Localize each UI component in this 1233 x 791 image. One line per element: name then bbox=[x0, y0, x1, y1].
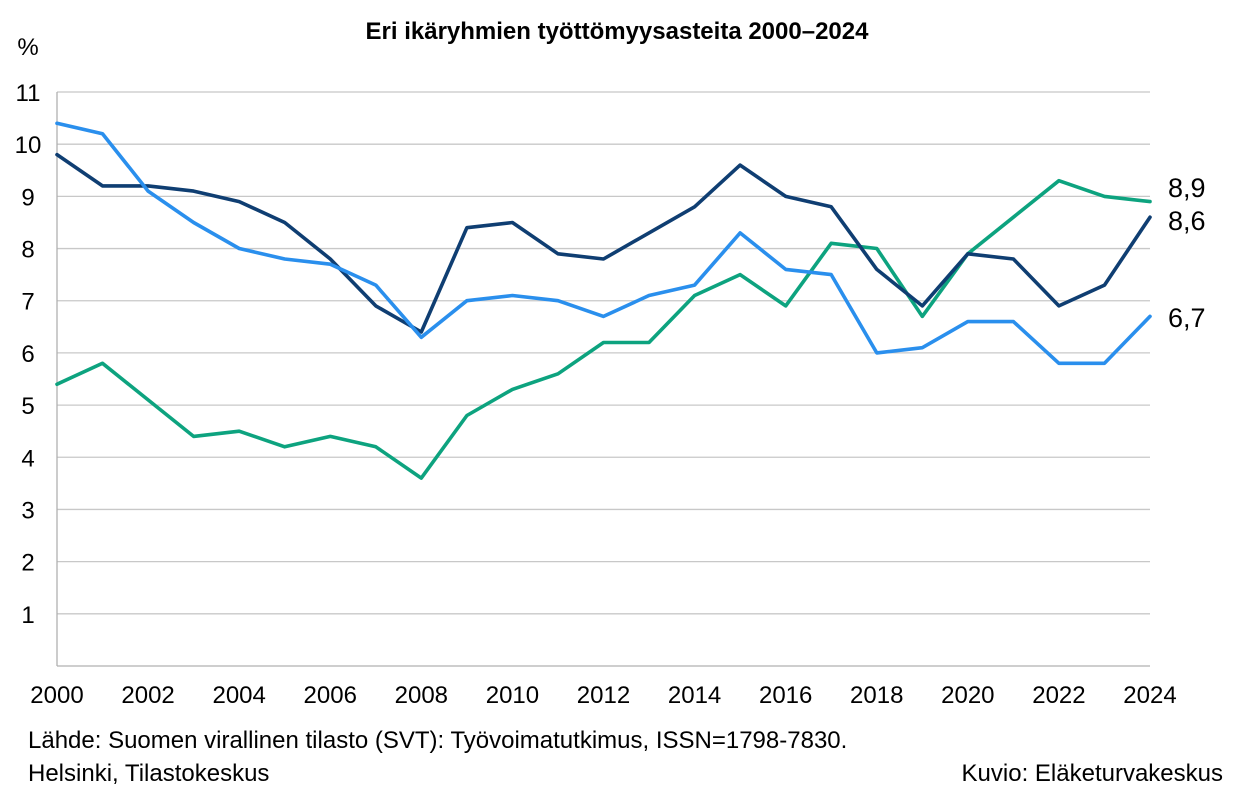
line-chart: Eri ikäryhmien työttömyysasteita 2000–20… bbox=[15, 18, 1206, 709]
x-tick-label: 2004 bbox=[212, 682, 265, 709]
y-tick-label: 11 bbox=[16, 80, 41, 107]
series-line bbox=[55, 121, 1152, 366]
x-tick-label: 2012 bbox=[577, 682, 630, 709]
x-tick-label: 2018 bbox=[850, 682, 903, 709]
series-line bbox=[55, 152, 1152, 334]
gridlines bbox=[57, 91, 1150, 615]
y-tick-labels: 1 2 3 4 5 6 7 8 9 10 11 bbox=[15, 80, 42, 629]
source-line-2: Helsinki, Tilastokeskus bbox=[28, 760, 270, 787]
series-end-label: 6,7 bbox=[1168, 303, 1206, 333]
source-line-1: Lähde: Suomen virallinen tilasto (SVT): … bbox=[28, 727, 848, 754]
y-tick-label: 8 bbox=[21, 237, 34, 264]
series-end-label: 8,9 bbox=[1168, 173, 1206, 203]
x-tick-labels: 2000 2002 2004 2006 2008 2010 2012 2014 2016 2018… bbox=[30, 682, 1176, 709]
axes bbox=[56, 92, 1150, 667]
x-tick-label: 2000 bbox=[30, 682, 83, 709]
y-tick-label: 1 bbox=[21, 602, 34, 629]
figure-credit: Kuvio: Eläketurvakeskus bbox=[961, 760, 1223, 787]
x-tick-label: 2006 bbox=[304, 682, 357, 709]
x-tick-label: 2022 bbox=[1032, 682, 1085, 709]
series-line bbox=[55, 178, 1152, 480]
y-tick-label: 5 bbox=[21, 393, 34, 420]
y-tick-label: 4 bbox=[21, 445, 34, 472]
y-tick-label: 7 bbox=[21, 289, 34, 316]
x-tick-label: 2010 bbox=[486, 682, 539, 709]
series-lines bbox=[55, 121, 1152, 480]
y-tick-label: 9 bbox=[21, 184, 34, 211]
y-tick-label: 10 bbox=[15, 132, 42, 159]
x-tick-label: 2002 bbox=[121, 682, 174, 709]
y-tick-label: 3 bbox=[21, 497, 34, 524]
end-value-labels: 8,98,6 6,7 bbox=[1168, 173, 1206, 333]
x-tick-label: 2024 bbox=[1123, 682, 1176, 709]
chart-title: Eri ikäryhmien työttömyysasteita 2000–20… bbox=[366, 18, 870, 45]
y-tick-label: 2 bbox=[21, 550, 34, 577]
y-axis-unit-label: % bbox=[17, 34, 38, 61]
x-tick-label: 2020 bbox=[941, 682, 994, 709]
x-tick-label: 2016 bbox=[759, 682, 812, 709]
x-tick-label: 2014 bbox=[668, 682, 721, 709]
x-tick-label: 2008 bbox=[395, 682, 448, 709]
y-tick-label: 6 bbox=[21, 341, 34, 368]
series-end-label: 8,6 bbox=[1168, 206, 1206, 236]
source-note: Lähde: Suomen virallinen tilasto (SVT): … bbox=[28, 724, 847, 790]
